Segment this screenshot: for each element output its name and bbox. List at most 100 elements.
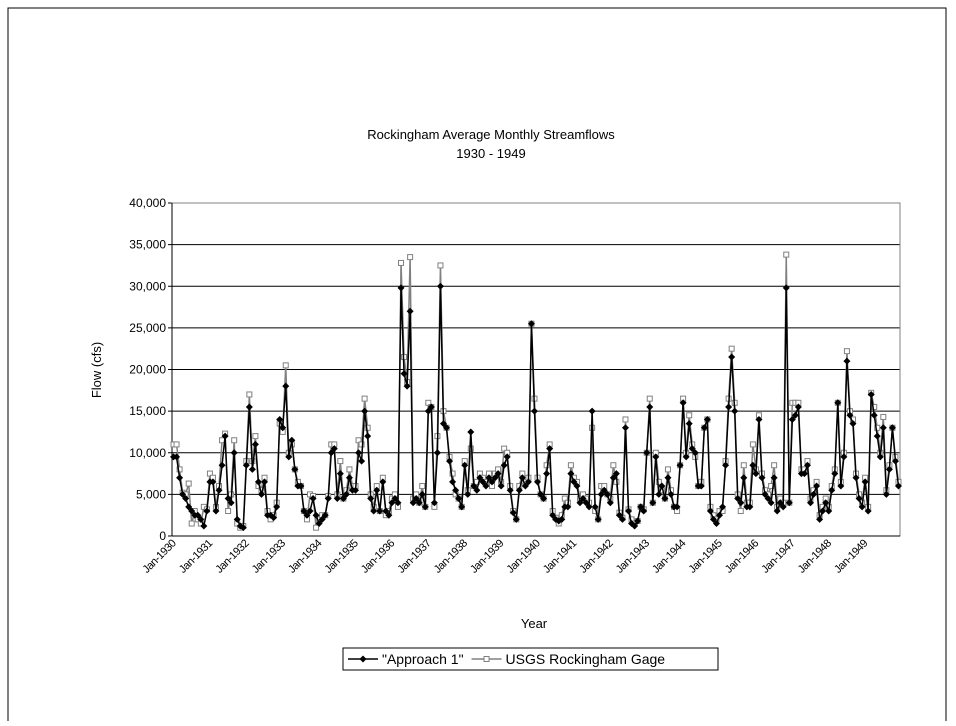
legend-label: "Approach 1": [382, 651, 464, 667]
data-point: [888, 424, 896, 432]
data-point: [779, 503, 787, 511]
data-point: [567, 462, 574, 469]
data-point: [479, 478, 487, 486]
data-point: [649, 499, 657, 507]
data-point: [894, 482, 902, 490]
data-point: [385, 511, 393, 519]
data-point: [443, 424, 451, 432]
data-point: [382, 507, 390, 515]
data-point: [455, 495, 463, 503]
data-point: [212, 507, 220, 515]
data-point: [686, 412, 693, 419]
data-point: [437, 262, 444, 269]
data-point: [355, 437, 362, 444]
data-point: [843, 348, 850, 355]
series-markers: [170, 282, 902, 532]
data-point: [346, 466, 353, 473]
data-point: [327, 449, 335, 457]
data-point: [352, 486, 360, 494]
data-point: [215, 486, 223, 494]
data-point: [676, 461, 684, 469]
data-point: [515, 486, 523, 494]
data-point: [819, 507, 827, 515]
data-point: [646, 403, 654, 411]
data-point: [173, 441, 180, 448]
y-tick-label: 20,000: [129, 363, 166, 377]
data-point: [546, 445, 554, 453]
data-point: [618, 515, 626, 523]
data-point: [400, 370, 408, 378]
data-point: [476, 474, 484, 482]
data-point: [852, 474, 860, 482]
data-point: [179, 490, 187, 498]
data-point: [703, 415, 711, 423]
data-point: [606, 499, 614, 507]
data-point: [407, 254, 414, 261]
data-point: [664, 466, 671, 473]
data-point: [364, 432, 372, 440]
data-point: [655, 478, 662, 485]
data-point: [446, 457, 454, 465]
data-point: [685, 420, 693, 428]
data-point: [810, 490, 818, 498]
data-point: [709, 515, 717, 523]
data-point: [427, 403, 435, 411]
data-point: [573, 482, 581, 490]
data-point: [807, 499, 815, 507]
data-point: [767, 499, 775, 507]
data-point: [594, 515, 602, 523]
data-point: [321, 511, 329, 519]
data-point: [588, 407, 596, 415]
data-point: [719, 503, 727, 511]
data-point: [188, 507, 196, 515]
data-point: [367, 495, 375, 503]
data-point: [361, 395, 368, 402]
data-point: [761, 490, 769, 498]
data-point: [783, 251, 790, 258]
data-point: [816, 515, 824, 523]
data-point: [501, 445, 508, 452]
data-point: [849, 420, 857, 428]
data-point: [245, 403, 253, 411]
data-point: [880, 413, 887, 420]
data-point: [279, 424, 287, 432]
data-point: [600, 486, 608, 494]
data-point: [355, 449, 363, 457]
data-point: [752, 470, 760, 478]
data-point: [246, 391, 253, 398]
data-point: [764, 495, 772, 503]
data-point: [306, 507, 314, 515]
data-point: [285, 453, 293, 461]
data-point: [224, 495, 232, 503]
data-point: [524, 478, 532, 486]
data-point: [418, 490, 426, 498]
data-point: [885, 465, 893, 473]
data-point: [206, 470, 213, 477]
data-point: [870, 411, 878, 419]
data-point: [691, 449, 699, 457]
data-point: [394, 499, 402, 507]
data-point: [376, 507, 384, 515]
data-point: [412, 495, 420, 503]
data-point: [785, 499, 793, 507]
data-point: [415, 499, 423, 507]
data-point: [612, 470, 620, 478]
data-point: [391, 495, 399, 503]
data-point: [225, 508, 232, 515]
data-point: [794, 403, 802, 411]
data-point: [549, 511, 557, 519]
data-point: [776, 499, 784, 507]
data-point: [200, 522, 208, 530]
data-point: [597, 490, 605, 498]
data-point: [734, 495, 742, 503]
data-point: [521, 482, 529, 490]
data-point: [398, 259, 405, 266]
data-point: [855, 495, 863, 503]
data-point: [540, 495, 548, 503]
data-point: [876, 453, 884, 461]
data-point: [722, 461, 730, 469]
data-point: [491, 474, 499, 482]
data-point: [303, 511, 311, 519]
data-point: [342, 490, 350, 498]
